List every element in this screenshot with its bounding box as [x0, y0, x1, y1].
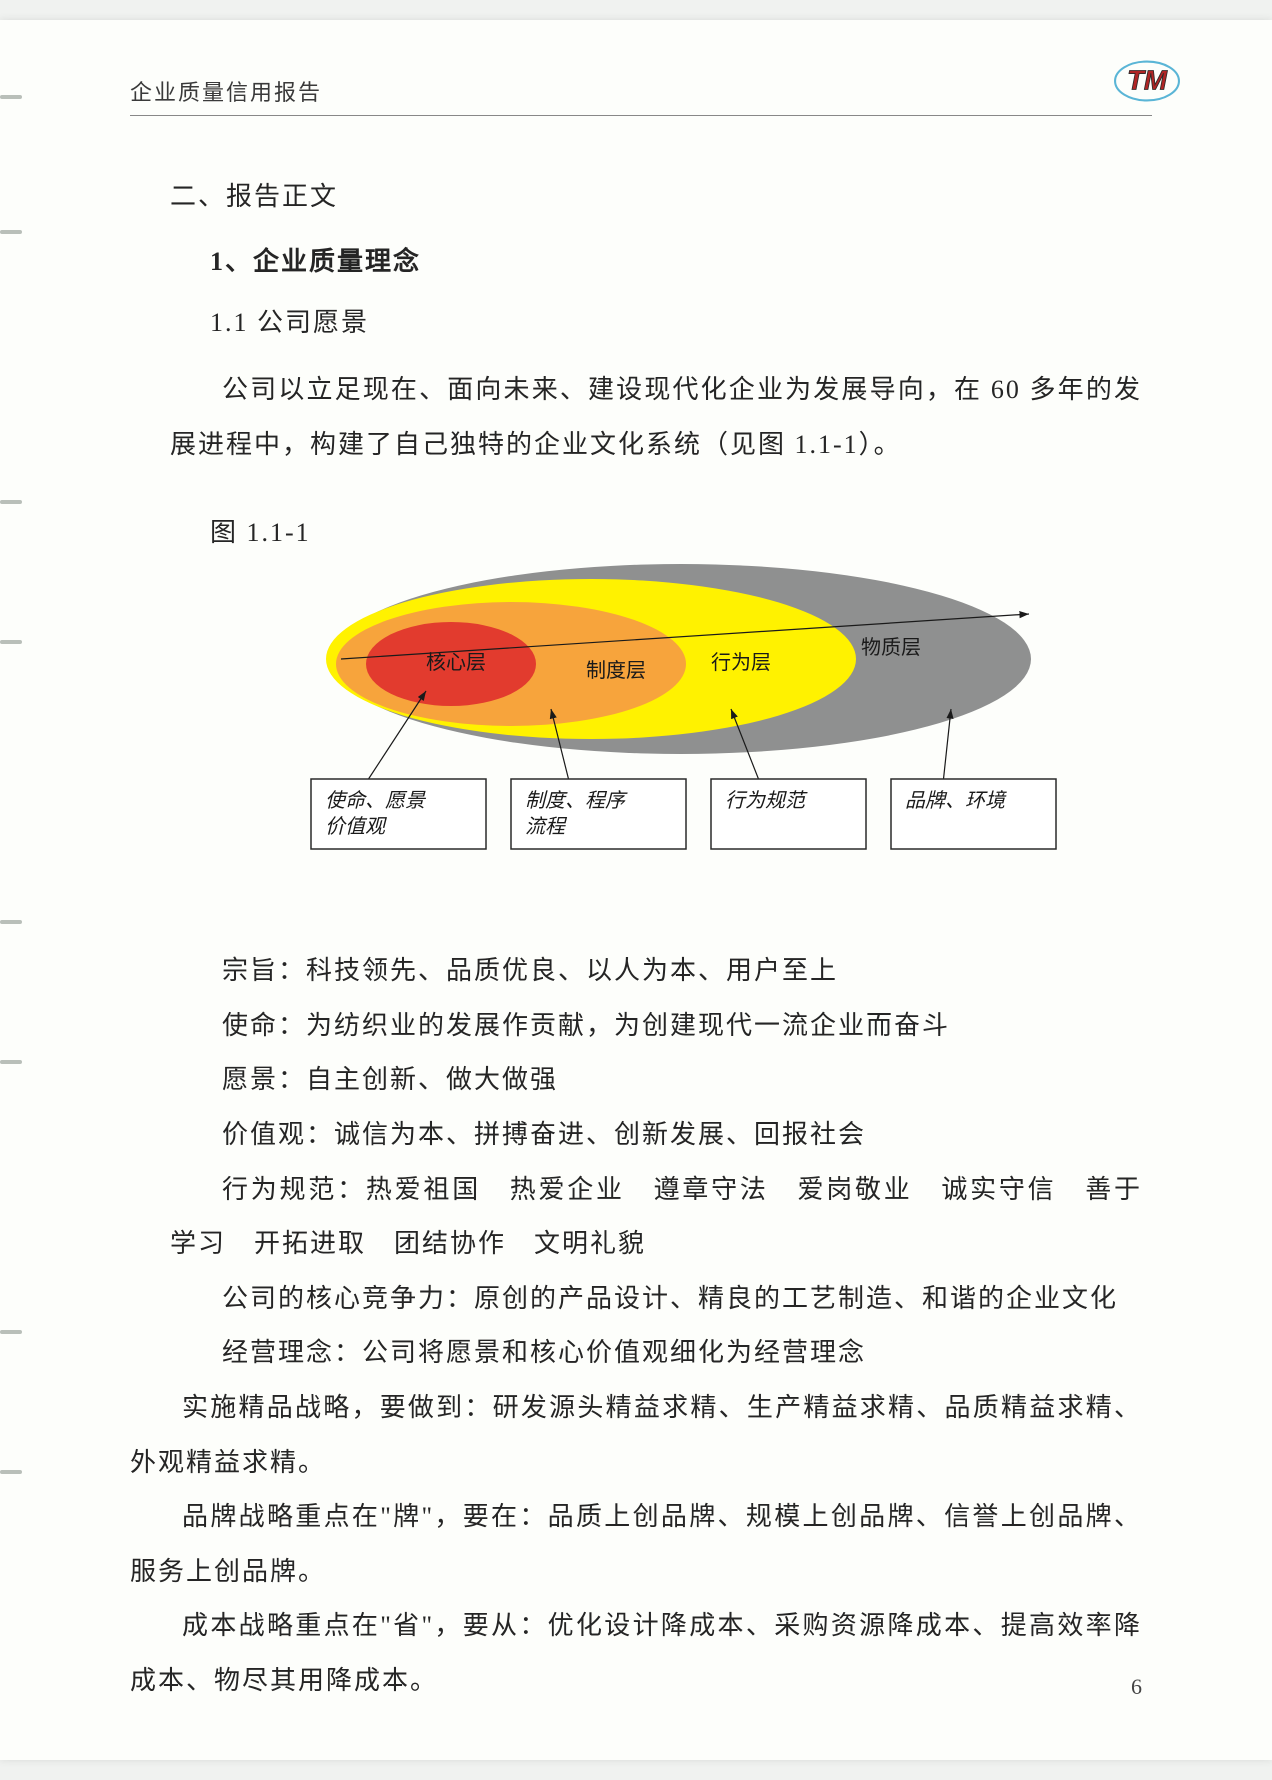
diagram-box-label: 流程: [525, 816, 568, 838]
text-shiming: 使命：为纺织业的发展作贡献，为创建现代一流企业而奋斗: [170, 999, 1152, 1054]
text-jiazhiguan: 价值观：诚信为本、拼搏奋进、创新发展、回报社会: [170, 1108, 1152, 1163]
diagram-box-label: 制度、程序: [525, 790, 628, 812]
punch-hole: [0, 640, 22, 644]
page-number: 6: [1131, 1674, 1142, 1700]
layer-label: 行为层: [711, 651, 771, 674]
figure-label: 图 1.1-1: [210, 512, 1152, 549]
heading-level-1: 二、报告正文: [170, 176, 1152, 213]
header-title: 企业质量信用报告: [130, 75, 322, 107]
body-text-block: 宗旨：科技领先、品质优良、以人为本、用户至上 使命：为纺织业的发展作贡献，为创建…: [130, 944, 1152, 1708]
punch-hole: [0, 1330, 22, 1334]
heading-level-2: 1、企业质量理念: [210, 241, 1152, 278]
company-logo-icon: TM: [1112, 56, 1182, 106]
page-header: 企业质量信用报告 TM: [130, 75, 1152, 116]
text-yuanjing: 愿景：自主创新、做大做强: [170, 1053, 1152, 1108]
diagram-box-label: 行为规范: [725, 790, 808, 812]
punch-hole: [0, 1060, 22, 1064]
layer-label: 物质层: [861, 636, 921, 659]
text-pinpai: 品牌战略重点在"牌"，要在：品质上创品牌、规模上创品牌、信誉上创品牌、服务上创品…: [130, 1490, 1142, 1599]
punch-hole: [0, 920, 22, 924]
punch-hole: [0, 500, 22, 504]
punch-hole: [0, 230, 22, 234]
text-jingying: 经营理念：公司将愿景和核心价值观细化为经营理念: [170, 1326, 1152, 1381]
text-xingwei: 行为规范：热爱祖国 热爱企业 遵章守法 爱岗敬业 诚实守信 善于学习 开拓进取 …: [170, 1163, 1142, 1272]
diagram-box-label: 使命、愿景: [325, 789, 427, 812]
layer-label: 核心层: [426, 651, 486, 674]
punch-hole: [0, 95, 22, 99]
culture-layers-diagram: 物质层行为层 制度层 核心层使命、愿景价值观 制度、程序流程 行为规范 品牌、环境: [191, 559, 1091, 884]
heading-level-3: 1.1 公司愿景: [210, 302, 1152, 339]
text-jingpin: 实施精品战略，要做到：研发源头精益求精、生产精益求精、品质精益求精、外观精益求精…: [130, 1381, 1142, 1490]
diagram-box-label: 价值观: [325, 816, 387, 838]
svg-text:TM: TM: [1127, 64, 1168, 95]
layer-label: 制度层: [586, 659, 646, 682]
text-chengben: 成本战略重点在"省"，要从：优化设计降成本、采购资源降成本、提高效率降成本、物尽…: [130, 1599, 1142, 1708]
text-zongzhi: 宗旨：科技领先、品质优良、以人为本、用户至上: [170, 944, 1152, 999]
diagram-box-label: 品牌、环境: [905, 790, 1007, 812]
text-hexin: 公司的核心竞争力：原创的产品设计、精良的工艺制造、和谐的企业文化: [170, 1272, 1152, 1327]
punch-hole: [0, 1470, 22, 1474]
intro-paragraph: 公司以立足现在、面向未来、建设现代化企业为发展导向，在 60 多年的发展进程中，…: [170, 363, 1142, 472]
document-page: 企业质量信用报告 TM 二、报告正文 1、企业质量理念 1.1 公司愿景 公司以…: [0, 20, 1272, 1760]
